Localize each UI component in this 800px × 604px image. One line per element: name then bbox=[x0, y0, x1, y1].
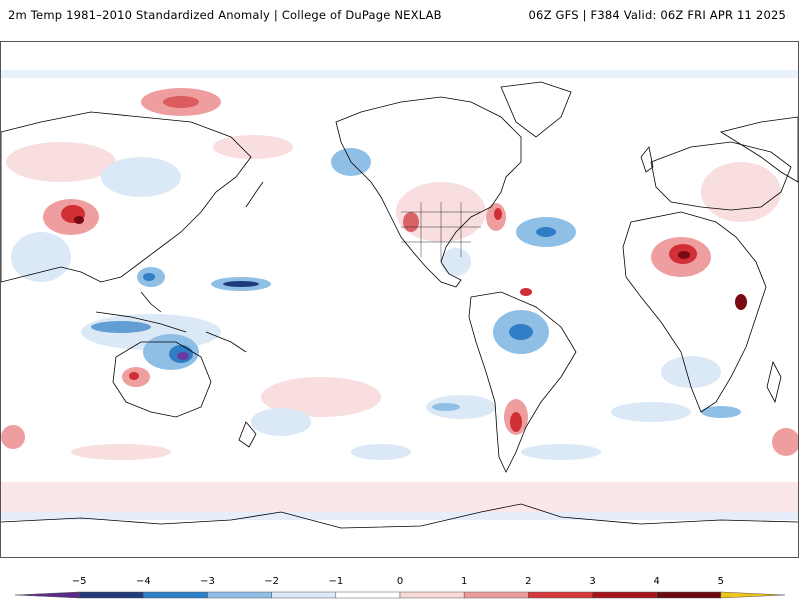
anomaly-patch bbox=[1, 482, 798, 512]
colorbar-svg: −5 −4 −3 −2 −1 0 1 2 3 4 5 bbox=[14, 576, 786, 599]
anomaly-patch bbox=[611, 402, 691, 422]
colorbar-segment bbox=[335, 591, 401, 599]
asia-outline bbox=[1, 111, 252, 283]
anomaly-patch bbox=[1, 70, 798, 78]
anomaly-patch bbox=[403, 212, 419, 232]
anomaly-patch bbox=[701, 406, 741, 418]
anomaly-patch bbox=[261, 377, 381, 417]
anomaly-patch bbox=[1, 512, 798, 520]
anomaly-patch bbox=[735, 294, 747, 310]
uk-outline bbox=[640, 146, 654, 173]
colorbar-segment bbox=[399, 591, 465, 599]
colorbar-tick-label: −4 bbox=[136, 576, 151, 587]
anomaly-patch bbox=[678, 251, 690, 259]
anomaly-patch bbox=[101, 157, 181, 197]
anomaly-patch bbox=[223, 281, 259, 287]
anomaly-patch bbox=[177, 352, 189, 360]
anomaly-patch bbox=[432, 403, 460, 411]
philippines-outline bbox=[140, 291, 162, 313]
map-title: 2m Temp 1981–2010 Standardized Anomaly |… bbox=[8, 8, 442, 22]
colorbar-segment bbox=[463, 591, 529, 599]
map-svg bbox=[1, 70, 798, 529]
anomaly-patch bbox=[426, 395, 496, 419]
anomaly-patch bbox=[143, 273, 155, 281]
colorbar-segment bbox=[720, 591, 786, 599]
colorbar-segment bbox=[528, 591, 593, 599]
anomaly-patch bbox=[509, 324, 533, 340]
asia-east-outline bbox=[719, 116, 798, 183]
anomaly-patch bbox=[6, 142, 116, 182]
colorbar-segment bbox=[271, 591, 337, 599]
japan-outline bbox=[245, 181, 264, 208]
anomaly-patch bbox=[213, 135, 293, 159]
colorbar: −5 −4 −3 −2 −1 0 1 2 3 4 5 bbox=[0, 570, 800, 600]
anomaly-patch bbox=[772, 428, 798, 456]
colorbar-tick-label: −1 bbox=[328, 576, 343, 587]
anomaly-map bbox=[0, 41, 799, 558]
colorbar-tick-label: 1 bbox=[461, 576, 467, 587]
model-run-info: 06Z GFS | F384 Valid: 06Z FRI APR 11 202… bbox=[528, 8, 786, 22]
madagascar-outline bbox=[766, 360, 782, 404]
colorbar-segment bbox=[143, 591, 208, 599]
anomaly-patch bbox=[251, 408, 311, 436]
indonesia-outline bbox=[95, 311, 187, 333]
south-america-outline bbox=[468, 291, 577, 473]
anomaly-patch bbox=[129, 372, 139, 380]
new-guinea-outline bbox=[205, 331, 247, 353]
colorbar-tick-label: 0 bbox=[397, 576, 403, 587]
new-zealand-outline bbox=[238, 421, 257, 448]
anomaly-patch bbox=[163, 96, 199, 108]
colorbar-segment bbox=[78, 591, 144, 599]
anomaly-patch bbox=[74, 216, 84, 224]
australia-outline bbox=[112, 341, 212, 418]
anomaly-shading bbox=[1, 70, 798, 520]
anomaly-patch bbox=[661, 356, 721, 388]
greenland-outline bbox=[500, 81, 572, 138]
header: 2m Temp 1981–2010 Standardized Anomaly |… bbox=[0, 0, 800, 30]
anomaly-patch bbox=[71, 444, 171, 460]
anomaly-patch bbox=[1, 425, 25, 449]
colorbar-tick-label: −3 bbox=[200, 576, 215, 587]
anomaly-patch bbox=[510, 412, 522, 432]
colorbar-tick-label: 4 bbox=[653, 576, 659, 587]
colorbar-segment bbox=[592, 591, 657, 599]
anomaly-patch bbox=[520, 288, 532, 296]
colorbar-segment bbox=[656, 591, 722, 599]
anomaly-patch bbox=[494, 208, 502, 220]
anomaly-patch bbox=[701, 162, 781, 222]
anomaly-patch bbox=[91, 321, 151, 333]
anomaly-patch bbox=[536, 227, 556, 237]
colorbar-segment bbox=[207, 591, 272, 599]
europe-outline bbox=[650, 141, 792, 211]
colorbar-segment bbox=[14, 591, 80, 599]
colorbar-tick-label: 2 bbox=[525, 576, 531, 587]
colorbar-tick-label: 5 bbox=[718, 576, 724, 587]
anomaly-patch bbox=[11, 232, 71, 282]
antarctica-outline bbox=[1, 503, 798, 529]
anomaly-patch bbox=[521, 444, 601, 460]
colorbar-tick-label: 3 bbox=[589, 576, 595, 587]
africa-outline bbox=[622, 211, 767, 413]
anomaly-patch bbox=[441, 248, 471, 276]
colorbar-tick-label: −2 bbox=[264, 576, 279, 587]
colorbar-tick-label: −5 bbox=[72, 576, 87, 587]
coastlines bbox=[1, 81, 798, 529]
anomaly-patch bbox=[351, 444, 411, 460]
state-boundaries bbox=[401, 202, 481, 262]
